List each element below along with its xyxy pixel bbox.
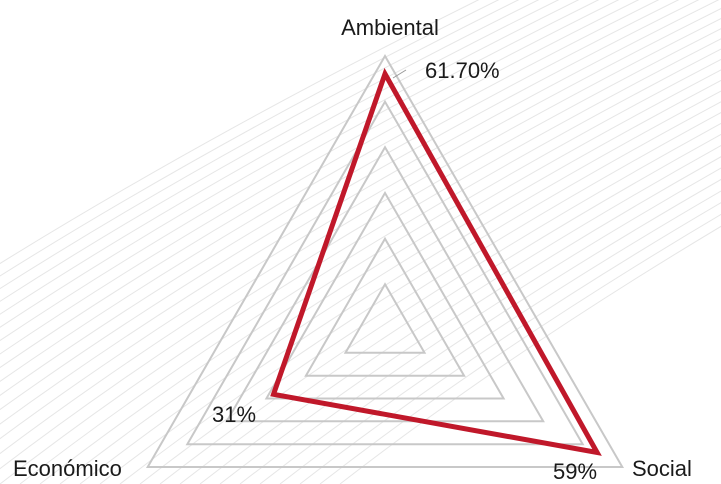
background-stripe — [159, 122, 721, 484]
background-stripe — [99, 90, 721, 484]
background-stripe — [0, 0, 560, 315]
background-stripe — [319, 213, 721, 484]
series-polygon — [270, 67, 602, 456]
data-label-economico: 31% — [212, 402, 256, 427]
axis-label-ambiental: Ambiental — [341, 15, 439, 40]
axis-labels: Ambiental Social Económico — [13, 15, 692, 481]
background-stripe — [39, 58, 721, 484]
background-stripe — [0, 0, 580, 328]
data-label-social: 59% — [553, 459, 597, 484]
background-stripe — [279, 190, 721, 484]
data-point-0 — [383, 71, 387, 76]
background-stripe — [299, 202, 721, 484]
background-stripe — [0, 0, 540, 302]
background-stripe — [0, 0, 500, 277]
data-label-leader-ambiental — [392, 69, 407, 79]
background-stripe — [339, 225, 721, 484]
background-stripe — [59, 69, 721, 484]
grid-ring — [225, 145, 545, 423]
axis-label-social: Social — [632, 456, 692, 481]
background-stripe — [119, 101, 721, 484]
background-stripe — [219, 156, 721, 484]
data-label-ambiental: 61.70% — [425, 58, 500, 83]
grid-ring — [343, 282, 427, 354]
data-labels: 61.70% 59% 31% — [212, 58, 597, 484]
grid-ring — [304, 236, 466, 377]
background-stripe — [0, 0, 620, 355]
background-stripe — [199, 145, 721, 484]
background-stripe — [0, 0, 520, 290]
background-stripe — [259, 178, 721, 484]
grid-ring — [185, 99, 585, 446]
series-layer — [270, 67, 602, 456]
background-stripe — [139, 112, 721, 484]
data-point-1 — [595, 450, 600, 455]
background-stripe — [19, 48, 721, 484]
background-stripe — [79, 79, 721, 484]
radar-grid — [145, 54, 625, 468]
grid-ring — [145, 54, 625, 468]
background-stripe — [0, 0, 600, 342]
background-stripe — [179, 133, 721, 484]
axis-label-economico: Económico — [13, 456, 122, 481]
grid-ring — [264, 190, 506, 400]
data-point-2 — [271, 392, 276, 397]
background-stripe — [0, 0, 480, 265]
